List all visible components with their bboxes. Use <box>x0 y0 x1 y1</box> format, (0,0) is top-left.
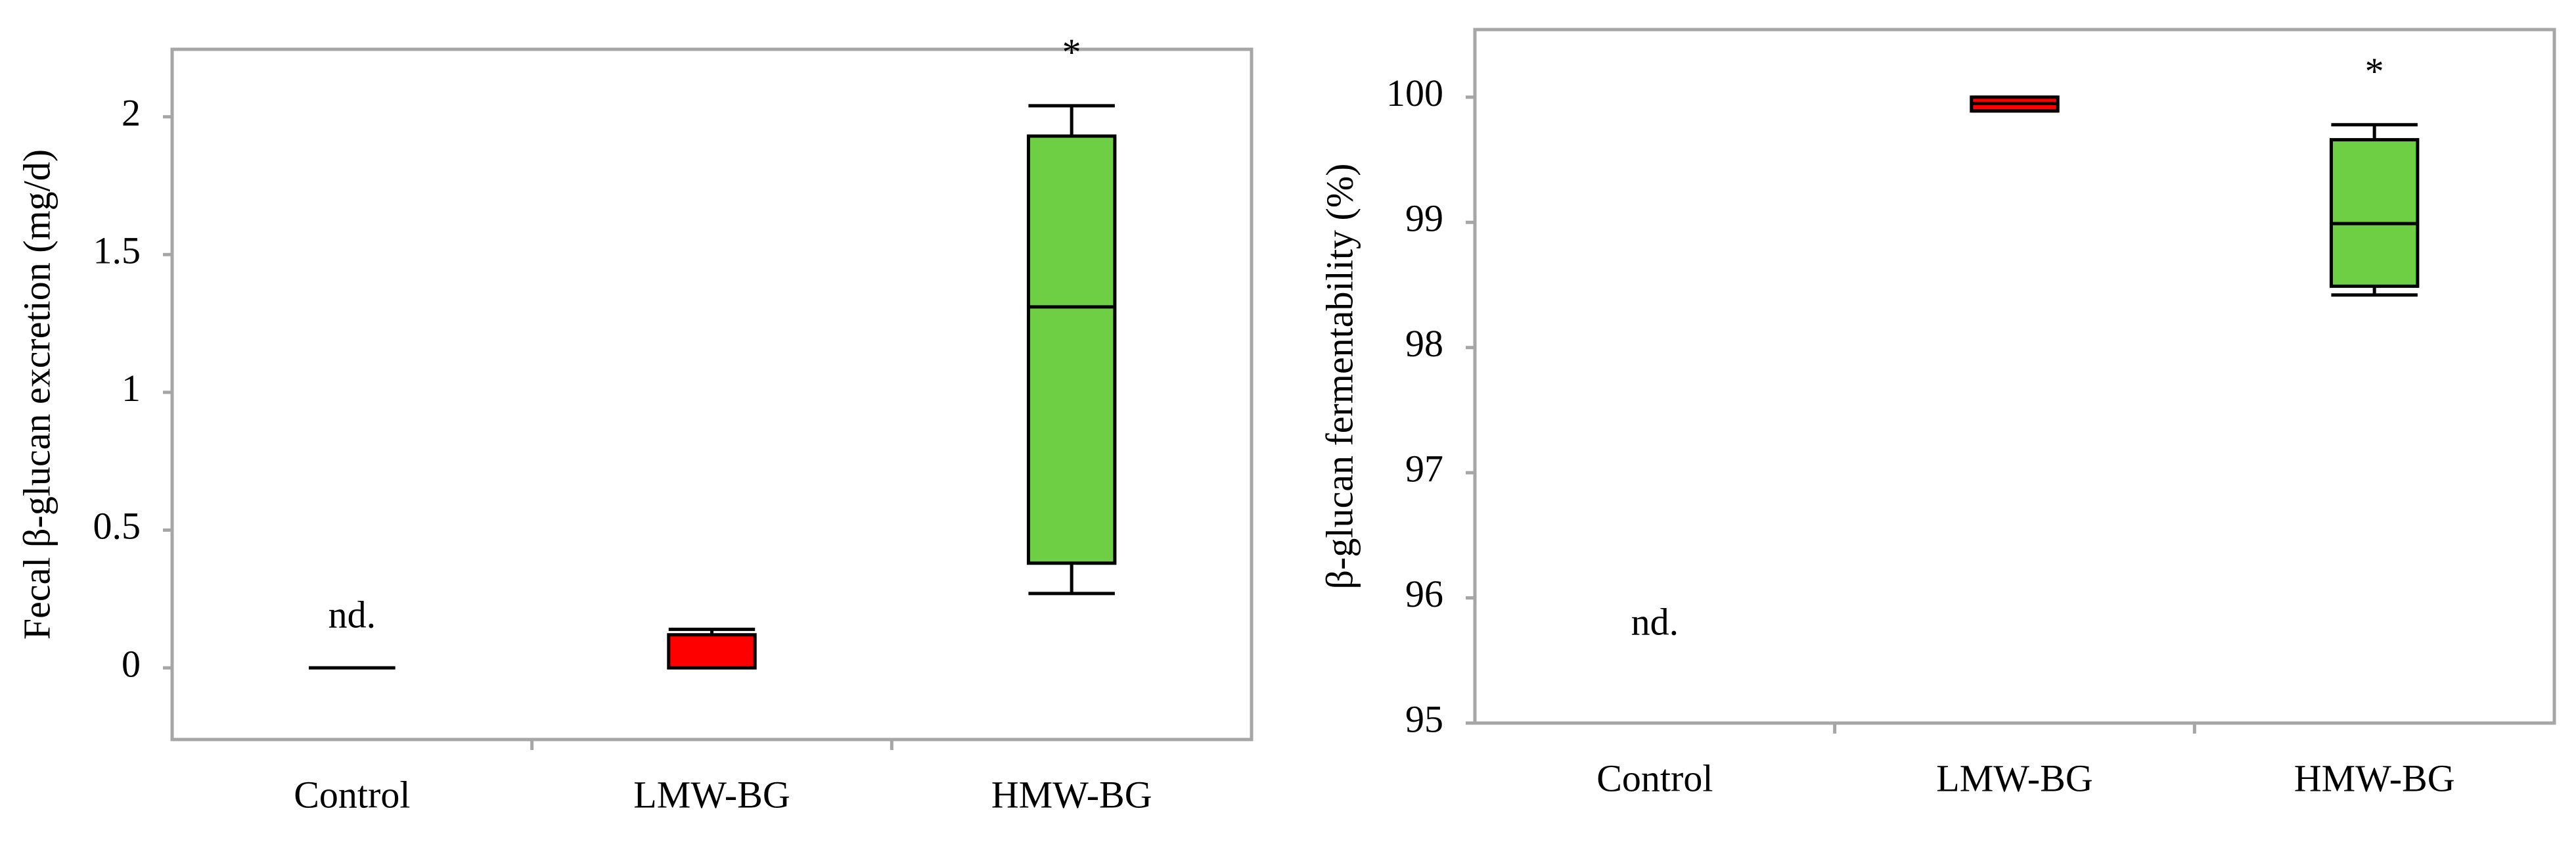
y-axis-title: Fecal β-glucan excretion (mg/d) <box>15 149 58 640</box>
y-tick-label: 99 <box>1405 197 1443 240</box>
x-tick-label: HMW-BG <box>2294 757 2455 799</box>
plot-frame <box>1473 28 2556 725</box>
x-tick-label: LMW-BG <box>1936 757 2092 799</box>
y-tick-label: 95 <box>1405 697 1443 740</box>
y-tick-label: 1.5 <box>93 229 141 272</box>
annotation: nd. <box>328 593 376 636</box>
annotation: * <box>1062 31 1081 74</box>
y-tick-label: 97 <box>1405 447 1443 490</box>
x-tick-label: HMW-BG <box>991 773 1152 816</box>
y-tick-label: 0.5 <box>93 505 141 548</box>
box <box>2329 138 2420 288</box>
box <box>1026 134 1117 565</box>
annotation: nd. <box>1631 601 1679 644</box>
x-tick-label: Control <box>294 773 410 816</box>
y-tick-label: 0 <box>122 642 141 685</box>
y-tick-label: 96 <box>1405 573 1443 615</box>
y-tick-label: 2 <box>122 91 141 134</box>
y-tick-label: 1 <box>122 367 141 410</box>
y-tick-label: 100 <box>1386 72 1443 114</box>
x-tick-label: Control <box>1596 757 1713 799</box>
box <box>667 633 757 670</box>
x-tick-label: LMW-BG <box>633 773 790 816</box>
y-tick-label: 98 <box>1405 322 1443 365</box>
y-axis-title: β-glucan fermentability (%) <box>1318 164 1361 590</box>
annotation: * <box>2365 50 2384 93</box>
plot-frame <box>170 47 1254 741</box>
